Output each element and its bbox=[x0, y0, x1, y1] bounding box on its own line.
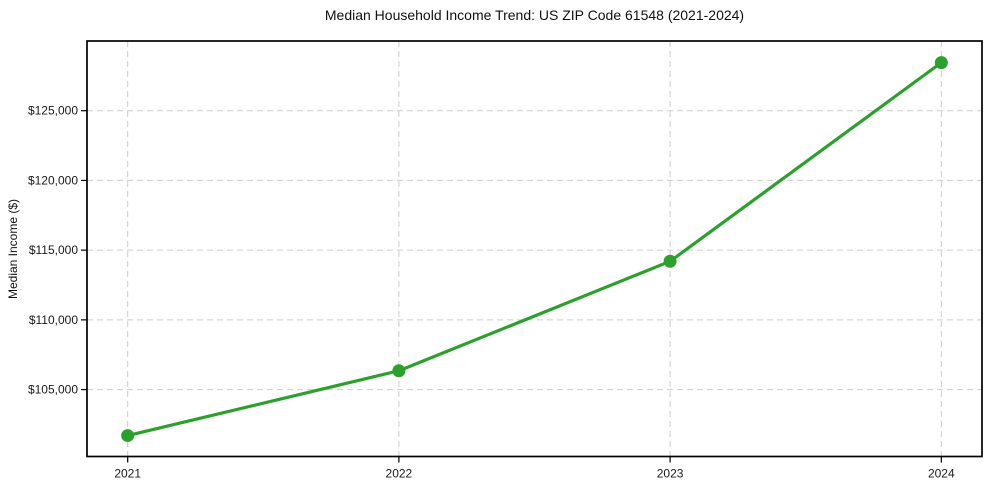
chart-title: Median Household Income Trend: US ZIP Co… bbox=[324, 7, 745, 23]
y-tick-label: $105,000 bbox=[28, 383, 78, 397]
data-point-2021 bbox=[121, 429, 135, 443]
x-tick-label: 2022 bbox=[386, 467, 413, 481]
data-point-2024 bbox=[934, 56, 948, 70]
y-tick-label: $125,000 bbox=[28, 104, 78, 118]
y-tick-label: $110,000 bbox=[29, 313, 78, 327]
x-tick-label: 2024 bbox=[928, 467, 955, 481]
plot-border bbox=[86, 40, 983, 458]
trend-line bbox=[126, 61, 943, 438]
y-tick-label: $120,000 bbox=[28, 173, 78, 187]
y-tick-label: $115,000 bbox=[29, 243, 78, 257]
x-tick-label: 2023 bbox=[657, 467, 684, 481]
data-point-2023 bbox=[663, 254, 677, 268]
x-tick-label: 2021 bbox=[114, 467, 141, 481]
data-point-2022 bbox=[392, 364, 406, 378]
